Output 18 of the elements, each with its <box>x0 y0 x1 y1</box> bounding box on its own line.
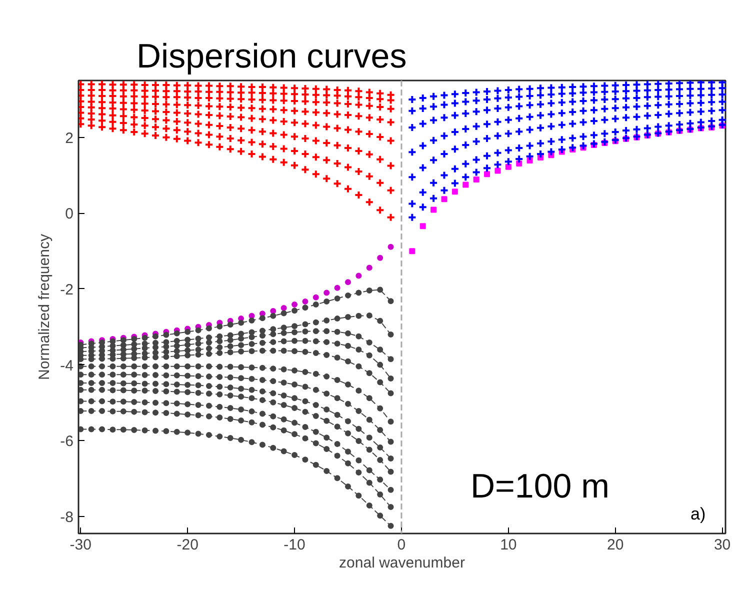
y-tick-label: -4 <box>60 357 74 374</box>
y-axis-title: Normalized frequency <box>36 234 54 380</box>
x-tick-label: 0 <box>397 536 406 554</box>
y-tick-label: -6 <box>60 433 74 450</box>
x-tick-label: 10 <box>500 536 517 554</box>
x-tick-label: 20 <box>607 536 624 554</box>
x-tick-label: -20 <box>176 536 198 554</box>
y-tick-label: 2 <box>65 130 74 147</box>
chart-title: Dispersion curves <box>136 38 407 76</box>
annotation: D=100 m <box>470 468 610 506</box>
y-tick-label: -8 <box>60 508 74 526</box>
x-tick-label: -30 <box>70 536 92 554</box>
annotation: a) <box>690 504 706 524</box>
x-axis-title: zonal wavenumber <box>339 554 465 572</box>
y-tick-label: 0 <box>65 206 74 223</box>
x-tick-label: 30 <box>714 536 731 554</box>
y-tick-label: -2 <box>60 281 74 298</box>
x-tick-label: -10 <box>284 536 306 554</box>
